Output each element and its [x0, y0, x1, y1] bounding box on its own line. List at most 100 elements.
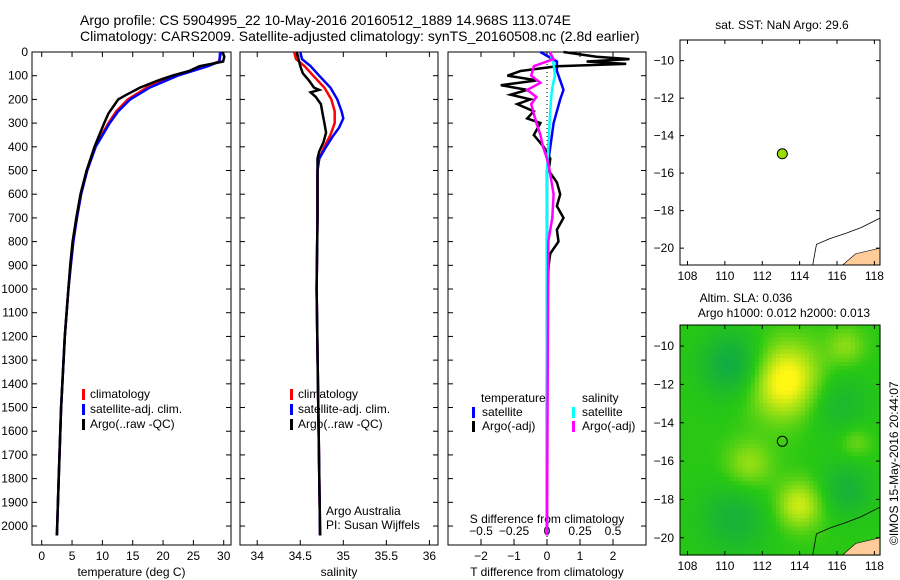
sla-cell — [842, 357, 848, 363]
sla-cell — [867, 333, 873, 338]
sla-cell — [817, 440, 823, 445]
sla-cell — [859, 435, 864, 441]
sla-cell — [817, 513, 823, 519]
sla-cell — [784, 394, 789, 400]
sla-cell — [755, 374, 760, 379]
sla-cell — [705, 538, 710, 544]
sla-cell — [871, 411, 877, 416]
sla-cell — [805, 501, 810, 507]
y-tick-label: 300 — [8, 116, 28, 130]
sla-cell — [721, 505, 727, 511]
sla-cell — [700, 403, 706, 408]
sla-cell — [684, 513, 689, 519]
sla-cell — [738, 378, 744, 384]
sla-cell — [846, 534, 852, 540]
sla-cell — [684, 353, 689, 359]
title-line-2: Climatology: CARS2009. Satellite-adjuste… — [80, 28, 640, 44]
sla-cell — [825, 550, 831, 556]
sla-cell — [838, 398, 844, 404]
sla-cell — [784, 526, 789, 531]
sla-cell — [688, 452, 694, 457]
sla-cell — [767, 489, 773, 494]
sla-cell — [713, 407, 719, 412]
sla-cell — [738, 411, 744, 416]
sla-cell — [755, 394, 760, 400]
sla-cell — [859, 341, 864, 347]
sla-cell — [813, 468, 819, 474]
sla-cell — [688, 456, 694, 462]
sla-cell — [838, 435, 844, 441]
sla-cell — [871, 329, 877, 334]
sla-cell — [809, 374, 814, 379]
sla-cell — [813, 357, 819, 363]
sla-cell — [875, 374, 881, 379]
sla-cell — [771, 448, 777, 453]
sla-cell — [705, 440, 710, 445]
sla-cell — [834, 415, 839, 421]
sla-cell — [850, 423, 856, 429]
sla-cell — [834, 333, 839, 338]
sla-cell — [746, 349, 752, 355]
sla-cell — [680, 378, 685, 384]
sla-cell — [680, 538, 685, 544]
sla-cell — [680, 542, 685, 548]
sla-cell — [821, 382, 827, 388]
sla-cell — [738, 440, 744, 445]
sla-cell — [871, 440, 877, 445]
sla-cell — [809, 513, 814, 519]
lon-tick-label: 116 — [827, 559, 846, 573]
sla-cell — [792, 513, 798, 519]
sla-cell — [755, 427, 760, 433]
sla-cell — [717, 333, 723, 338]
sla-cell — [775, 431, 781, 437]
sla-cell — [721, 349, 727, 355]
sla-cell — [700, 497, 706, 503]
sla-cell — [746, 513, 752, 519]
sla-cell — [775, 550, 781, 556]
sla-cell — [721, 362, 727, 367]
sla-cell — [763, 435, 769, 441]
sla-cell — [684, 362, 689, 367]
sla-cell — [846, 509, 852, 515]
sla-cell — [721, 452, 727, 457]
series-line-climatology — [55, 51, 223, 536]
sla-cell — [859, 374, 864, 379]
sla-cell — [788, 518, 794, 523]
sla-cell — [767, 398, 773, 404]
sla-cell — [684, 382, 689, 388]
sla-cell — [759, 333, 764, 338]
sla-cell — [767, 518, 773, 523]
sla-cell — [688, 509, 694, 515]
sla-cell — [725, 378, 731, 384]
sla-cell — [817, 472, 823, 478]
sla-cell — [700, 333, 706, 338]
sla-cell — [746, 435, 752, 441]
sla-cell — [730, 386, 735, 392]
sla-cell — [680, 513, 685, 519]
sla-cell — [809, 337, 814, 342]
sla-cell — [705, 493, 710, 499]
sla-cell — [734, 423, 739, 429]
sla-cell — [830, 407, 835, 412]
sla-cell — [867, 452, 873, 457]
sla-cell — [713, 481, 719, 486]
sla-cell — [755, 423, 760, 429]
sla-cell — [705, 472, 710, 478]
sla-cell — [717, 489, 723, 494]
lat-tick-label: −18 — [654, 204, 675, 218]
lon-tick-label: 112 — [753, 269, 772, 283]
sla-cell — [800, 489, 806, 494]
sla-cell — [788, 419, 794, 425]
sla-cell — [792, 456, 798, 462]
sla-cell — [709, 550, 714, 556]
sla-cell — [696, 329, 702, 334]
sla-cell — [805, 493, 810, 499]
sla-cell — [817, 411, 823, 416]
sla-cell — [730, 497, 735, 503]
sla-cell — [850, 329, 856, 334]
sla-cell — [855, 431, 860, 437]
sla-cell — [721, 542, 727, 548]
sla-cell — [680, 464, 685, 470]
sla-cell — [821, 460, 827, 466]
